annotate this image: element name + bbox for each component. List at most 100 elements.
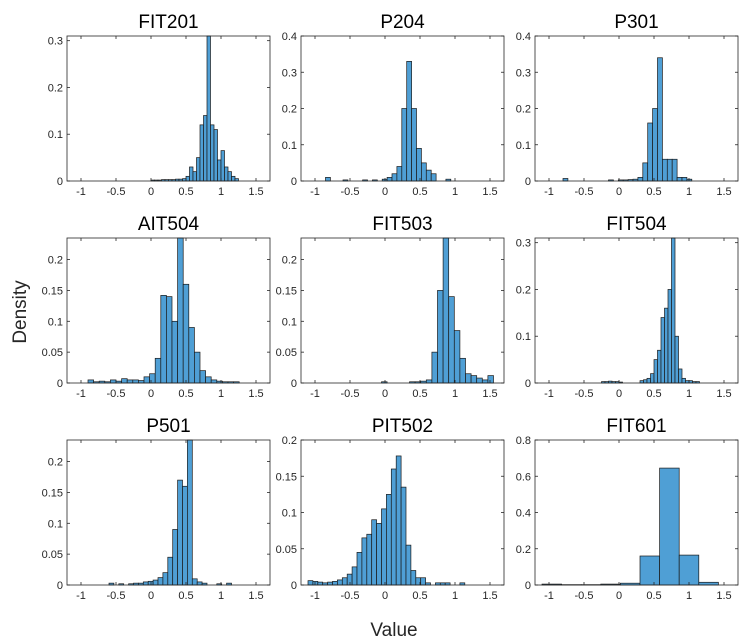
x-tick-label: 1	[452, 186, 458, 198]
histogram-bar	[698, 581, 719, 586]
histogram-bar	[142, 581, 149, 586]
x-tick-label: 1	[218, 186, 224, 198]
histogram-bar	[199, 370, 206, 384]
histogram-bar	[206, 35, 211, 182]
histogram-bar	[411, 108, 417, 182]
histogram-bar	[401, 108, 408, 182]
x-tick-label: -0.5	[341, 590, 360, 602]
y-tick-label: 0.2	[48, 457, 63, 469]
y-tick-label: 0.15	[42, 487, 63, 499]
histogram-bar	[657, 57, 663, 182]
histogram-bar	[167, 556, 174, 586]
x-tick-label: 0	[148, 388, 154, 400]
y-tick-label: 0.2	[282, 255, 297, 267]
subplot-title: FIT201	[138, 12, 198, 33]
y-tick-label: 0.1	[48, 129, 63, 141]
histogram-bar	[405, 544, 412, 586]
histogram-bar	[657, 349, 662, 384]
histogram-bar	[396, 166, 403, 182]
histogram-bar	[652, 108, 658, 182]
x-tick-label: 0.5	[178, 186, 193, 198]
histogram-bar	[442, 237, 450, 384]
histogram-bar	[196, 157, 201, 182]
subplot-ait504: -1 -0.5 0 0.5 1 1.5 0 0.05 0.1 0.15 0.2 AIT504	[42, 214, 271, 400]
histogram-bar	[425, 169, 432, 182]
histogram-bar	[676, 177, 683, 182]
histogram-bar	[110, 379, 117, 384]
histogram-bar	[177, 479, 183, 586]
histogram-bar	[420, 577, 426, 586]
x-tick-label: 1.5	[716, 186, 731, 198]
histogram-bar	[646, 377, 651, 384]
histogram-bar	[157, 577, 164, 586]
subplot-fit504: -1 -0.5 0 0.5 1 1.5 0 0.1 0.2 0.3 FIT504	[516, 214, 739, 400]
histogram-bar	[152, 579, 159, 586]
x-tick-label: 0	[382, 590, 388, 602]
x-tick-label: -0.5	[341, 388, 360, 400]
histogram-bar	[205, 376, 212, 384]
y-tick-label: 0.1	[282, 140, 297, 152]
histogram-bar	[476, 377, 483, 384]
histogram-bar	[643, 379, 648, 384]
y-tick-label: 0.6	[516, 471, 531, 483]
y-tick-label: 0.1	[516, 140, 531, 152]
histogram-bar	[341, 577, 348, 586]
histogram-bar	[664, 307, 669, 384]
x-tick-label: 1	[686, 590, 692, 602]
x-tick-label: 1.5	[716, 590, 731, 602]
y-tick-label: 0.1	[516, 331, 531, 343]
histogram-bar	[647, 122, 653, 182]
histogram-bar	[653, 359, 658, 384]
subplot-title: P501	[146, 416, 190, 437]
subplot-pit502: -1 -0.5 0 0.5 1 1.5 0 0.05 0.1 0.15 0.2 PIT502	[276, 416, 505, 602]
subplot-p204: -1 -0.5 0 0.5 1 1.5 0 0.1 0.2 0.3 0.4 P204	[282, 12, 505, 198]
subplot-title: FIT601	[606, 416, 666, 437]
plot-area	[535, 36, 738, 181]
subplot-fit201: -1 -0.5 0 0.5 1 1.5 0 0.1 0.2 0.3 FIT201	[48, 12, 271, 198]
y-tick-label: 0.2	[48, 82, 63, 94]
figure-xlabel: Value	[370, 620, 417, 641]
y-tick-label: 0.2	[282, 435, 297, 447]
plot-area	[535, 440, 738, 585]
x-tick-label: -1	[544, 186, 554, 198]
x-tick-label: 1	[218, 590, 224, 602]
histogram-bar	[351, 566, 358, 586]
histogram-bar	[203, 115, 208, 182]
y-tick-label: 0.8	[516, 435, 531, 447]
histogram-bar	[132, 379, 139, 384]
axes-box	[66, 35, 271, 182]
x-tick-label: 0.5	[412, 590, 427, 602]
subplot-title: FIT504	[606, 214, 667, 235]
x-tick-label: 1.5	[482, 590, 497, 602]
histogram-bar	[189, 166, 194, 182]
x-tick-label: 0	[148, 186, 154, 198]
histogram-bar	[662, 158, 668, 182]
x-tick-label: -0.5	[575, 590, 594, 602]
y-tick-label: 0.2	[516, 544, 531, 556]
histogram-bar	[395, 455, 402, 586]
y-tick-label: 0	[57, 580, 63, 592]
histogram-bar	[381, 508, 387, 586]
x-tick-label: -1	[544, 590, 554, 602]
y-tick-label: 0	[57, 378, 63, 390]
histogram-bar	[325, 177, 331, 182]
histogram-bar	[430, 173, 437, 182]
x-tick-label: 0.5	[646, 388, 661, 400]
histogram-bar	[317, 581, 324, 586]
histogram-bar	[386, 177, 393, 182]
plot-area	[535, 238, 738, 383]
y-tick-label: 0.15	[42, 285, 63, 297]
histogram-bar	[210, 379, 218, 384]
histogram-bar	[337, 579, 343, 586]
y-tick-label: 0.3	[282, 67, 297, 79]
x-tick-label: 0	[382, 186, 388, 198]
histogram-bar	[185, 175, 190, 182]
histogram-bar	[431, 351, 438, 384]
y-tick-label: 0.2	[516, 284, 531, 296]
x-tick-label: -1	[76, 388, 86, 400]
histogram-bar	[182, 485, 188, 586]
histogram-bar	[487, 375, 494, 384]
y-tick-label: 0.1	[282, 508, 297, 520]
y-tick-label: 0	[525, 580, 531, 592]
histogram-bar	[187, 439, 193, 586]
